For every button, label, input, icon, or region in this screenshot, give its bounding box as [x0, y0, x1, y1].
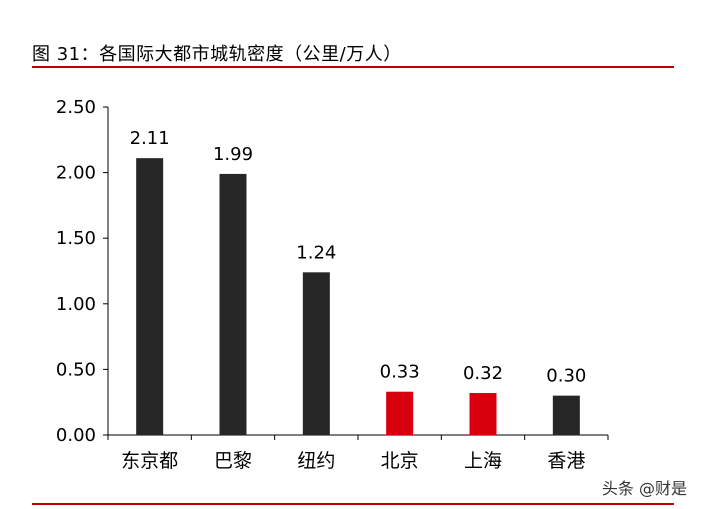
bar-value-label: 1.99 — [213, 144, 253, 165]
footer-divider — [32, 503, 674, 505]
bar-6 — [552, 395, 580, 435]
watermark-text: 头条 @财是 — [601, 479, 687, 498]
y-tick-label: 2.00 — [56, 163, 96, 184]
bar-4 — [386, 391, 414, 435]
bar-2 — [219, 173, 247, 436]
x-category-label: 香港 — [547, 450, 585, 472]
y-tick-label: 0.00 — [56, 425, 96, 446]
chart-title: 图 31：各国际大都市城轨密度（公里/万人） — [32, 44, 402, 65]
title-divider — [32, 66, 674, 68]
bar-value-label: 0.33 — [380, 362, 420, 383]
x-category-label: 纽约 — [297, 450, 335, 472]
y-tick-label: 1.00 — [56, 294, 96, 315]
bar-value-label: 0.32 — [463, 363, 503, 384]
y-tick-label: 2.50 — [56, 97, 96, 118]
x-category-label: 上海 — [464, 450, 502, 472]
bar-5 — [469, 393, 497, 435]
chart-axes: 0.00 0.50 1.00 1.50 2.00 2.50 东京都 巴黎 纽约 北京 上海 香港 — [56, 97, 609, 472]
bar-value-label: 0.30 — [546, 366, 586, 387]
bar-value-label: 1.24 — [296, 242, 336, 263]
x-category-label: 北京 — [381, 450, 419, 472]
bar-1 — [136, 158, 164, 435]
y-tick-label: 0.50 — [56, 359, 96, 380]
bar-value-label: 2.11 — [130, 128, 170, 149]
bar-3 — [302, 272, 330, 435]
chart-bars: 2.11 1.99 1.24 0.33 0.32 0.30 — [130, 128, 586, 436]
x-category-label: 巴黎 — [214, 450, 252, 472]
x-category-label: 东京都 — [121, 450, 178, 472]
y-tick-label: 1.50 — [56, 228, 96, 249]
